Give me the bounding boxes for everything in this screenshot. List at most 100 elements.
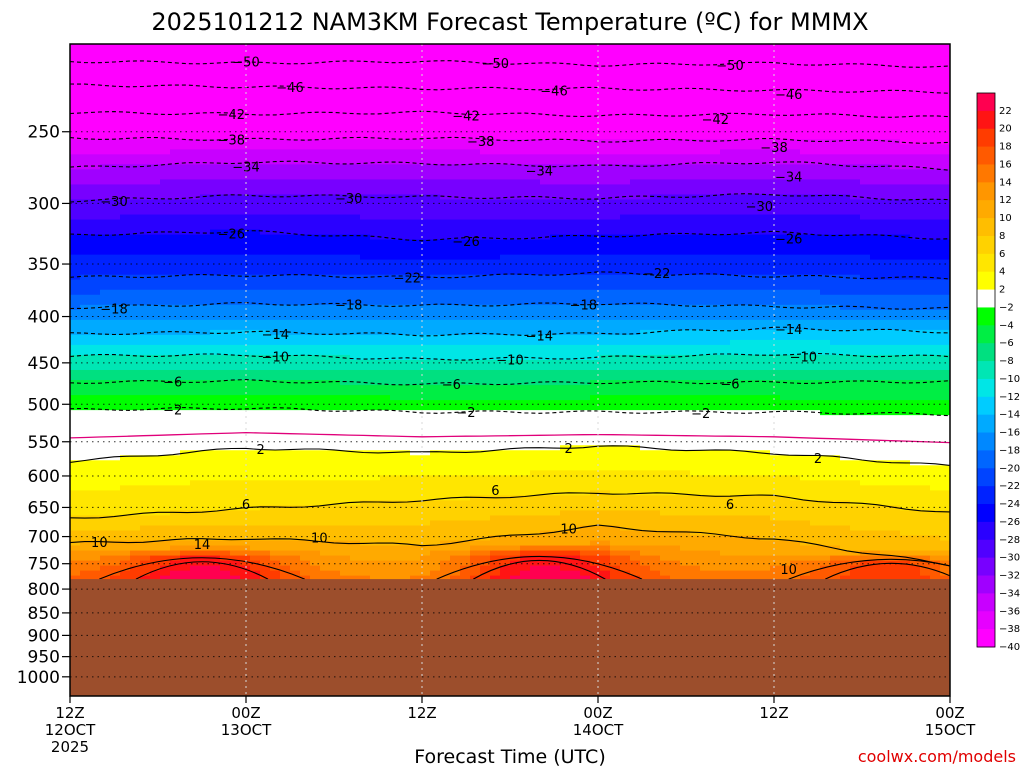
temperature-cell: [400, 475, 411, 481]
temperature-cell: [310, 269, 321, 276]
temperature-cell: [200, 164, 211, 170]
temperature-cell: [180, 304, 191, 311]
temperature-cell: [120, 204, 131, 211]
temperature-cell: [110, 289, 121, 296]
temperature-cell: [80, 334, 91, 341]
temperature-cell: [350, 149, 361, 155]
temperature-cell: [420, 400, 431, 406]
temperature-cell: [170, 69, 181, 75]
temperature-cell: [260, 74, 271, 80]
temperature-cell: [160, 59, 171, 65]
temperature-cell: [190, 139, 201, 145]
temperature-cell: [90, 349, 101, 356]
temperature-cell: [400, 164, 411, 170]
temperature-cell: [290, 500, 301, 507]
temperature-cell: [210, 530, 221, 537]
temperature-cell: [420, 510, 431, 517]
temperature-cell: [280, 169, 291, 175]
temperature-cell: [400, 359, 411, 366]
temperature-cell: [440, 144, 451, 150]
temperature-cell: [300, 495, 311, 501]
temperature-cell: [110, 114, 121, 120]
temperature-cell: [80, 560, 91, 567]
temperature-cell: [380, 219, 391, 226]
temperature-cell: [150, 69, 161, 75]
temperature-cell: [340, 370, 351, 376]
temperature-cell: [310, 239, 321, 246]
temperature-cell: [90, 480, 101, 486]
temperature-cell: [250, 435, 261, 441]
temperature-cell: [100, 520, 111, 527]
temperature-cell: [120, 284, 131, 291]
temperature-cell: [220, 64, 231, 70]
temperature-cell: [360, 395, 371, 401]
temperature-cell: [250, 324, 261, 331]
temperature-cell: [360, 364, 371, 371]
temperature-cell: [260, 334, 271, 341]
temperature-cell: [310, 470, 321, 476]
temperature-cell: [260, 329, 271, 336]
temperature-cell: [290, 354, 301, 361]
temperature-cell: [290, 339, 301, 346]
temperature-cell: [250, 44, 261, 50]
temperature-cell: [420, 84, 431, 90]
temperature-cell: [350, 244, 361, 251]
temperature-cell: [340, 119, 351, 125]
temperature-cell: [90, 339, 101, 346]
temperature-cell: [150, 349, 161, 356]
temperature-cell: [290, 299, 301, 306]
temperature-cell: [70, 450, 81, 456]
temperature-cell: [280, 134, 291, 140]
temperature-cell: [390, 329, 401, 336]
temperature-cell: [90, 104, 101, 110]
temperature-cell: [320, 540, 331, 547]
temperature-cell: [280, 329, 291, 336]
temperature-cell: [450, 259, 461, 266]
temperature-cell: [340, 144, 351, 150]
temperature-cell: [250, 440, 261, 446]
temperature-cell: [290, 575, 301, 582]
temperature-cell: [260, 540, 271, 547]
temperature-cell: [250, 284, 261, 291]
temperature-cell: [170, 309, 181, 316]
temperature-cell: [430, 69, 441, 75]
temperature-cell: [220, 470, 231, 476]
temperature-cell: [400, 244, 411, 251]
temperature-cell: [440, 505, 451, 512]
temperature-cell: [310, 74, 321, 80]
temperature-cell: [360, 114, 371, 120]
temperature-cell: [110, 49, 121, 55]
temperature-cell: [430, 249, 441, 256]
temperature-cell: [300, 354, 311, 361]
temperature-cell: [330, 204, 341, 211]
temperature-cell: [270, 274, 281, 281]
temperature-cell: [70, 405, 81, 411]
temperature-cell: [410, 490, 421, 496]
temperature-cell: [90, 239, 101, 246]
temperature-cell: [160, 214, 171, 221]
temperature-cell: [430, 114, 441, 120]
temperature-cell: [330, 570, 341, 577]
temperature-cell: [80, 550, 91, 557]
temperature-cell: [140, 575, 151, 582]
temperature-cell: [440, 395, 451, 401]
temperature-cell: [210, 304, 221, 311]
temperature-cell: [180, 279, 191, 286]
temperature-cell: [90, 510, 101, 517]
temperature-cell: [120, 219, 131, 226]
temperature-cell: [80, 229, 91, 236]
temperature-cell: [410, 430, 421, 436]
temperature-cell: [80, 460, 91, 466]
temperature-cell: [440, 134, 451, 140]
temperature-cell: [80, 570, 91, 577]
temperature-cell: [440, 239, 451, 246]
temperature-cell: [110, 410, 121, 416]
temperature-cell: [270, 294, 281, 301]
temperature-cell: [270, 299, 281, 306]
temperature-cell: [330, 254, 341, 261]
temperature-cell: [140, 470, 151, 476]
temperature-cell: [150, 495, 161, 501]
temperature-cell: [190, 339, 201, 346]
temperature-cell: [380, 44, 391, 50]
temperature-cell: [160, 294, 171, 301]
